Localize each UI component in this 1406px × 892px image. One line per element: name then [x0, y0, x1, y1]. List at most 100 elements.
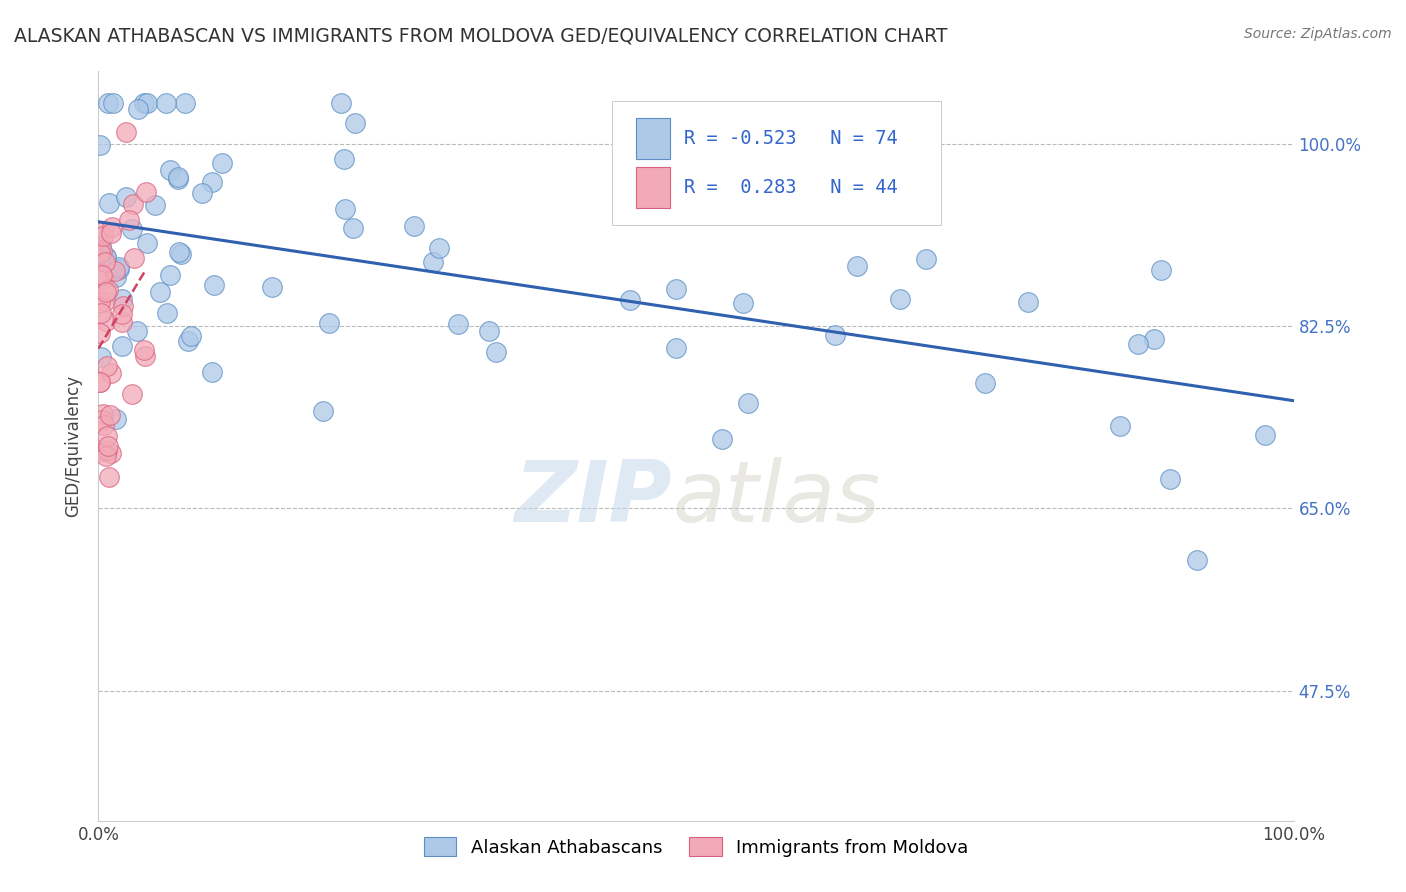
- Point: [89, 137, 111, 152]
- Point: [118, 213, 141, 227]
- Point: [737, 396, 759, 410]
- Point: [845, 259, 868, 273]
- Point: [94, 255, 117, 269]
- Point: [93, 418, 115, 433]
- Point: [180, 328, 202, 343]
- Point: [335, 202, 357, 216]
- Point: [330, 95, 353, 110]
- Point: [91, 271, 114, 285]
- Point: [318, 316, 340, 330]
- Point: [108, 262, 131, 277]
- Point: [125, 325, 148, 339]
- Point: [90, 267, 112, 281]
- Point: [173, 95, 195, 110]
- Point: [159, 268, 181, 283]
- Point: [97, 283, 120, 297]
- Point: [143, 198, 166, 212]
- Point: [170, 247, 193, 261]
- Point: [90, 268, 112, 282]
- Point: [889, 292, 911, 306]
- Point: [115, 125, 138, 139]
- Point: [90, 239, 112, 253]
- Point: [91, 229, 114, 244]
- Point: [201, 175, 224, 189]
- Point: [104, 264, 127, 278]
- Point: [100, 367, 122, 381]
- Point: [108, 260, 131, 275]
- Point: [91, 224, 114, 238]
- Bar: [637, 118, 669, 160]
- Text: ZIP: ZIP: [515, 457, 672, 540]
- Point: [742, 132, 765, 146]
- Point: [90, 306, 112, 320]
- Point: [89, 375, 111, 389]
- Text: R =  0.283   N = 44: R = 0.283 N = 44: [685, 178, 898, 197]
- Text: ALASKAN ATHABASCAN VS IMMIGRANTS FROM MOLDOVA GED/EQUIVALENCY CORRELATION CHART: ALASKAN ATHABASCAN VS IMMIGRANTS FROM MO…: [14, 27, 948, 45]
- Point: [1159, 472, 1181, 486]
- Point: [98, 470, 121, 484]
- Point: [312, 404, 335, 418]
- Point: [90, 350, 112, 364]
- Point: [96, 442, 118, 457]
- Point: [1143, 332, 1166, 346]
- Point: [427, 241, 450, 255]
- Point: [89, 326, 111, 340]
- Point: [94, 250, 117, 264]
- Point: [100, 219, 122, 234]
- Point: [101, 95, 124, 110]
- Point: [149, 285, 172, 299]
- Point: [1108, 419, 1130, 434]
- Point: [201, 365, 224, 379]
- Point: [202, 278, 225, 293]
- Point: [89, 375, 111, 389]
- Point: [134, 343, 156, 357]
- Point: [404, 219, 426, 233]
- Point: [97, 439, 120, 453]
- Point: [122, 252, 145, 266]
- Point: [115, 190, 138, 204]
- Point: [159, 163, 181, 178]
- Point: [96, 428, 118, 442]
- Point: [711, 433, 734, 447]
- Point: [100, 446, 122, 460]
- Point: [121, 222, 143, 236]
- Point: [167, 169, 190, 184]
- Point: [1254, 427, 1277, 442]
- Point: [111, 307, 134, 321]
- Text: Source: ZipAtlas.com: Source: ZipAtlas.com: [1244, 27, 1392, 41]
- Point: [260, 280, 283, 294]
- Point: [156, 306, 179, 320]
- Point: [96, 359, 118, 373]
- Point: [484, 344, 506, 359]
- Point: [731, 296, 754, 310]
- Point: [98, 408, 122, 422]
- Point: [446, 318, 468, 332]
- Point: [169, 244, 191, 259]
- Point: [211, 156, 233, 170]
- Point: [97, 95, 120, 110]
- Point: [100, 227, 122, 241]
- Point: [167, 172, 190, 186]
- Point: [177, 334, 200, 349]
- Point: [89, 251, 111, 265]
- Point: [94, 285, 117, 299]
- Point: [1126, 337, 1149, 351]
- Point: [111, 299, 134, 313]
- Y-axis label: GED/Equivalency: GED/Equivalency: [65, 375, 83, 517]
- Point: [91, 407, 114, 421]
- Point: [110, 339, 132, 353]
- Point: [121, 387, 143, 401]
- Point: [94, 293, 117, 308]
- Bar: [637, 167, 669, 208]
- Point: [135, 236, 157, 251]
- Point: [111, 292, 134, 306]
- Point: [96, 250, 118, 264]
- Point: [134, 349, 156, 363]
- Point: [665, 341, 688, 355]
- Point: [1150, 263, 1173, 277]
- Point: [91, 244, 114, 259]
- Legend: Alaskan Athabascans, Immigrants from Moldova: Alaskan Athabascans, Immigrants from Mol…: [416, 830, 976, 864]
- Point: [333, 152, 356, 166]
- Point: [105, 412, 128, 426]
- Point: [973, 376, 995, 391]
